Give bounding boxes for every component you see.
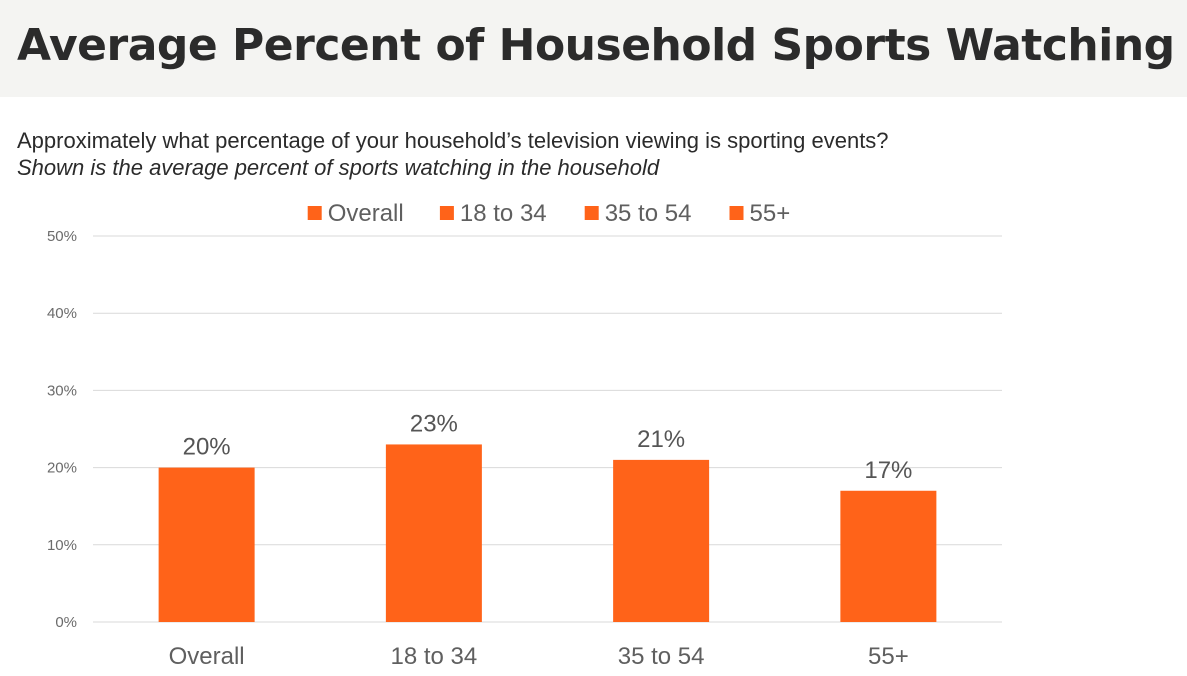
legend-label: 18 to 34 <box>460 200 547 227</box>
category-label: Overall <box>169 643 245 670</box>
y-tick-label: 20% <box>47 460 77 477</box>
legend-swatch <box>439 206 454 220</box>
title-band <box>0 0 1187 97</box>
data-labels: 20% 23% 21% 17% <box>183 410 913 483</box>
data-label: 21% <box>637 426 685 453</box>
y-tick-label: 40% <box>47 305 77 322</box>
legend-label: 55+ <box>750 200 791 227</box>
bar-55- <box>840 490 937 622</box>
data-label: 17% <box>864 457 912 484</box>
bars <box>158 444 937 622</box>
legend-swatch <box>584 206 599 220</box>
y-tick-label: 0% <box>55 614 77 631</box>
y-tick-label: 50% <box>47 228 77 245</box>
bar-overall <box>158 467 255 622</box>
legend-label: Overall <box>328 200 404 227</box>
data-label: 23% <box>410 410 458 437</box>
y-tick-label: 30% <box>47 382 77 399</box>
legend-swatch <box>307 206 322 220</box>
bar-35-to-54 <box>613 459 710 622</box>
legend-label: 35 to 54 <box>605 200 692 227</box>
bar-18-to-34 <box>385 444 482 622</box>
x-axis-categories: Overall 18 to 34 35 to 54 55+ <box>169 643 909 670</box>
y-axis-ticks: 0% 10% 20% 30% 40% 50% <box>47 228 77 631</box>
y-tick-label: 10% <box>47 537 77 554</box>
survey-question: Approximately what percentage of your ho… <box>17 128 889 153</box>
legend: Overall 18 to 34 35 to 54 55+ <box>307 200 791 227</box>
category-label: 18 to 34 <box>391 643 478 670</box>
data-label: 20% <box>183 434 231 461</box>
chart-note: Shown is the average percent of sports w… <box>17 155 660 180</box>
category-label: 55+ <box>868 643 909 670</box>
legend-swatch <box>729 206 744 220</box>
page-title: Average Percent of Household Sports Watc… <box>17 20 1175 71</box>
category-label: 35 to 54 <box>618 643 705 670</box>
